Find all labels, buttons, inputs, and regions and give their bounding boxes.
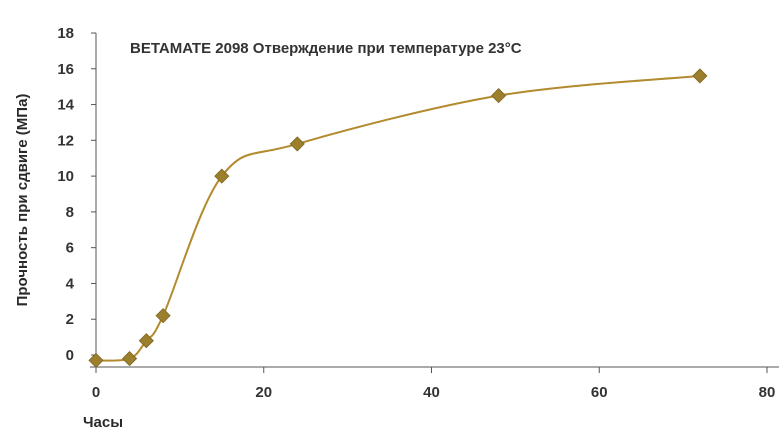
y-tick-label: 18 — [57, 25, 74, 42]
data-point-marker — [88, 352, 104, 368]
data-point-marker — [692, 68, 708, 84]
data-point-marker — [121, 351, 138, 367]
data-point-marker — [138, 333, 154, 349]
y-axis-title: Прочность при сдвиге (МПа) — [14, 94, 31, 307]
x-tick-label: 0 — [92, 384, 100, 401]
y-tick-label: 6 — [66, 240, 74, 257]
x-tick-label: 80 — [759, 384, 776, 401]
y-tick-label: 10 — [57, 168, 74, 185]
y-tick-label: 2 — [66, 311, 74, 328]
y-axis-ticks: 0 2 4 6 8 10 12 14 16 18 — [57, 25, 96, 364]
x-tick-label: 60 — [591, 384, 608, 401]
y-tick-label: 16 — [57, 61, 74, 78]
axes — [90, 33, 779, 368]
data-markers — [88, 68, 708, 368]
data-point-marker — [289, 136, 305, 152]
x-axis-ticks: 0 20 40 60 80 — [92, 367, 776, 401]
y-tick-label: 12 — [57, 132, 74, 149]
chart-title: BETAMATE 2098 Отверждение при температур… — [130, 40, 522, 57]
y-tick-label: 8 — [66, 204, 74, 221]
y-tick-label: 0 — [66, 347, 74, 364]
x-tick-label: 40 — [423, 384, 440, 401]
x-tick-label: 20 — [255, 384, 272, 401]
y-tick-label: 14 — [57, 97, 74, 114]
x-axis-title: Часы — [83, 414, 123, 430]
y-tick-label: 4 — [66, 275, 75, 292]
data-point-marker — [155, 308, 171, 324]
data-point-marker — [491, 88, 507, 104]
data-point-marker — [214, 168, 230, 184]
series-line — [95, 74, 700, 362]
